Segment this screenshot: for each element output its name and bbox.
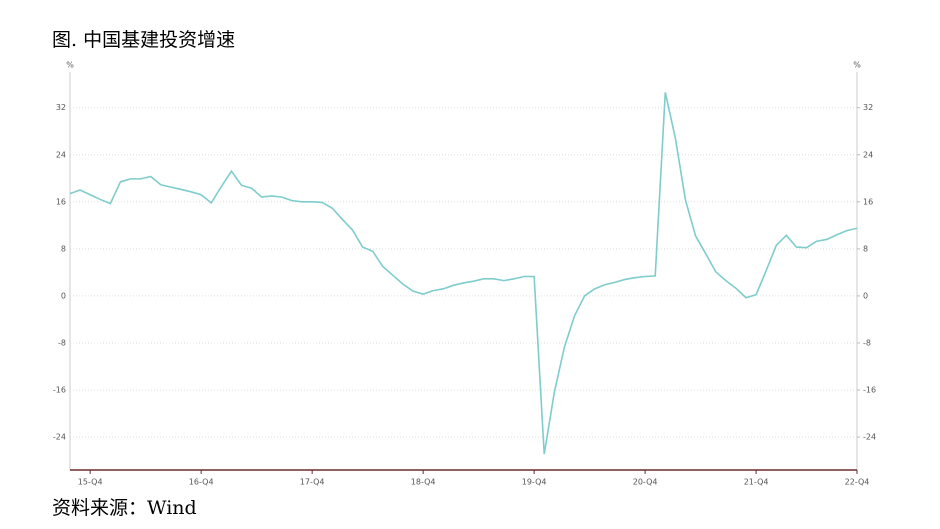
y2-tick-label: 16 [863, 197, 873, 206]
y-tick-label: 32 [56, 103, 66, 112]
x-tick-label: 15-Q4 [78, 478, 103, 487]
x-tick-label: 22-Q4 [845, 478, 870, 487]
x-tick-label: 20-Q4 [633, 478, 658, 487]
y-tick-label: -24 [53, 433, 66, 442]
y-axis-unit: % [66, 61, 74, 70]
x-tick-label: 19-Q4 [522, 478, 547, 487]
source-note: 资料来源：Wind [52, 497, 197, 519]
y2-tick-label: -8 [863, 338, 871, 347]
y2-tick-label: -16 [863, 386, 876, 395]
y-tick-label: 24 [56, 150, 66, 159]
y2-tick-label: 0 [863, 291, 868, 300]
y-tick-label: -8 [58, 338, 66, 347]
x-tick-label: 16-Q4 [189, 478, 214, 487]
y-tick-label: 8 [61, 244, 66, 253]
y-tick-label: 16 [56, 197, 66, 206]
y2-tick-label: -24 [863, 433, 876, 442]
x-tick-label: 18-Q4 [411, 478, 436, 487]
x-tick-label: 21-Q4 [744, 478, 769, 487]
chart-title: 图. 中国基建投资增速 [52, 29, 235, 51]
y2-tick-label: 32 [863, 103, 873, 112]
y2-axis-unit: % [853, 61, 861, 70]
y-tick-label: -16 [53, 386, 66, 395]
y2-tick-label: 24 [863, 150, 873, 159]
y2-tick-label: 8 [863, 244, 868, 253]
y-tick-label: 0 [61, 291, 66, 300]
data-line [69, 92, 858, 455]
x-tick-label: 17-Q4 [300, 478, 325, 487]
